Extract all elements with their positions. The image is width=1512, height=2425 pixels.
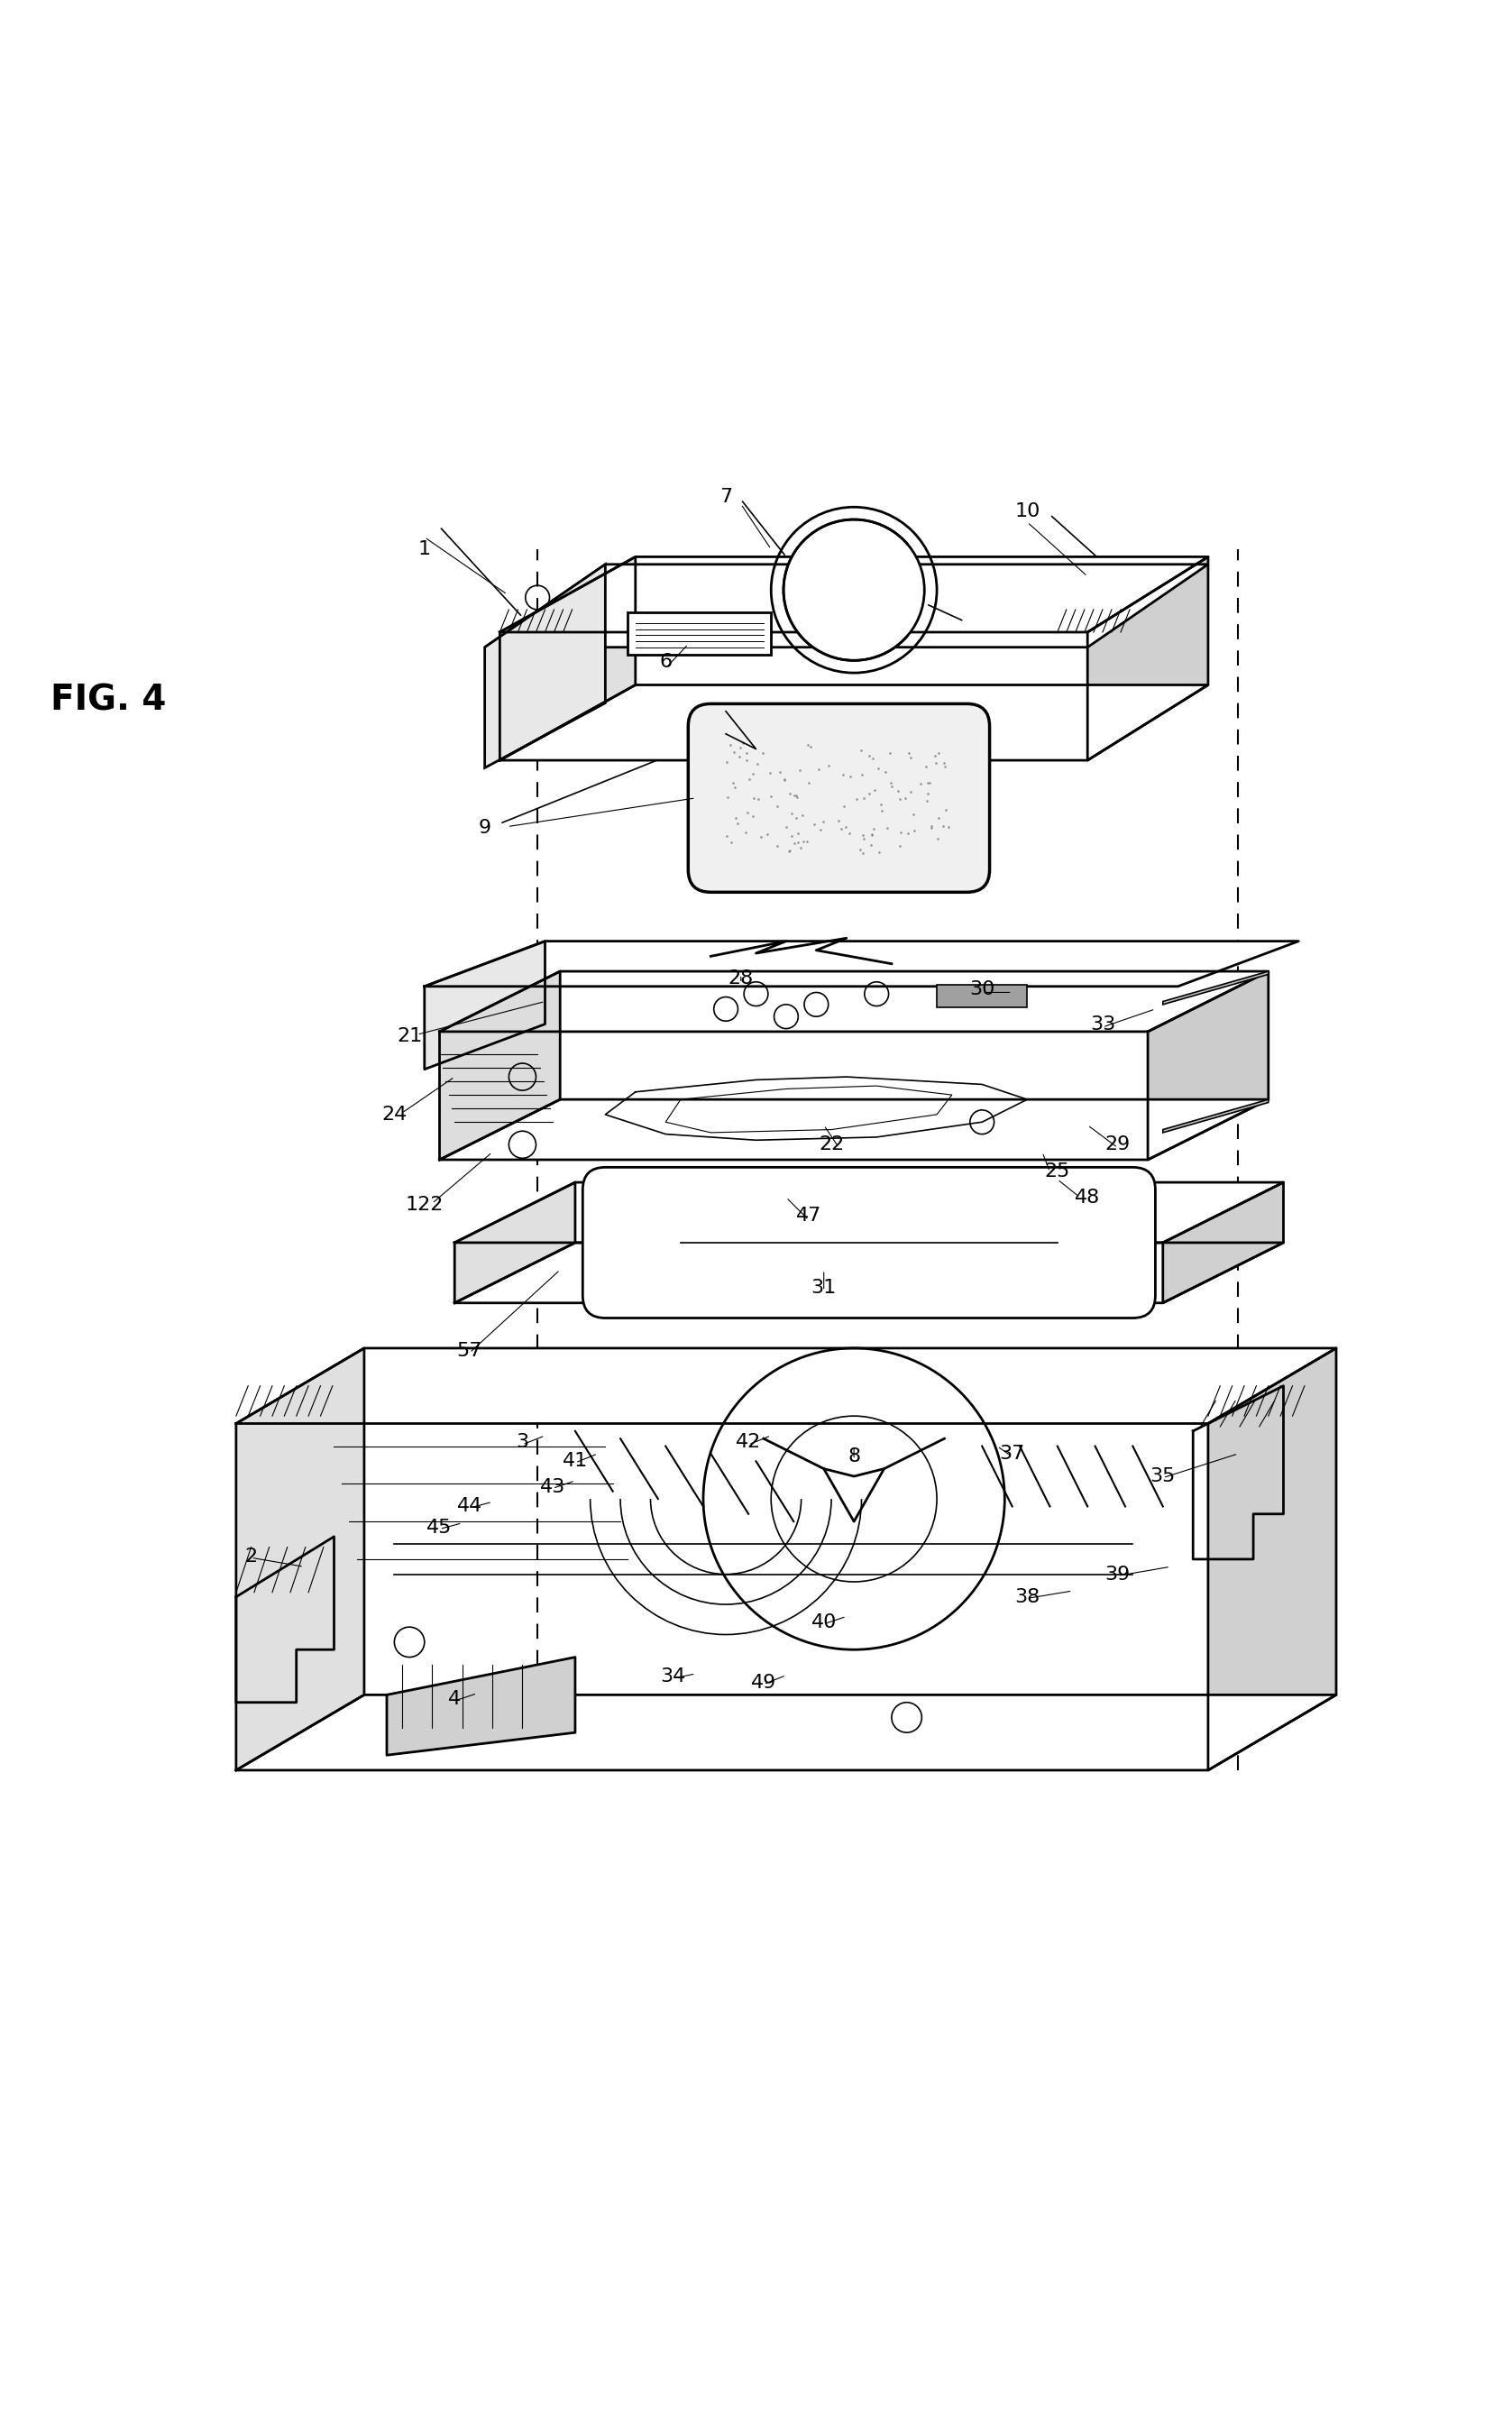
Text: 57: 57: [457, 1341, 482, 1360]
Polygon shape: [440, 1099, 1269, 1159]
Text: 41: 41: [562, 1453, 588, 1470]
Polygon shape: [387, 1656, 575, 1756]
Polygon shape: [1163, 1099, 1269, 1132]
Text: 2: 2: [245, 1547, 257, 1564]
Text: 3: 3: [516, 1433, 529, 1450]
Text: 8: 8: [848, 1448, 860, 1465]
Polygon shape: [1163, 972, 1269, 1004]
Text: 9: 9: [478, 820, 491, 837]
Text: 6: 6: [659, 652, 671, 672]
Polygon shape: [500, 558, 1208, 633]
Polygon shape: [425, 941, 1299, 987]
Text: 29: 29: [1105, 1135, 1131, 1154]
Circle shape: [783, 519, 924, 660]
Polygon shape: [1163, 1183, 1284, 1302]
Text: 4: 4: [448, 1690, 461, 1707]
Polygon shape: [485, 565, 605, 769]
Polygon shape: [1087, 558, 1208, 761]
Text: 45: 45: [426, 1518, 452, 1537]
Text: 30: 30: [969, 980, 995, 999]
Text: 28: 28: [729, 970, 753, 987]
Text: 33: 33: [1090, 1016, 1116, 1033]
Text: 34: 34: [661, 1668, 686, 1685]
Text: 21: 21: [396, 1028, 422, 1045]
Text: 10: 10: [1015, 502, 1040, 521]
Text: 122: 122: [405, 1196, 443, 1215]
Text: 35: 35: [1151, 1467, 1176, 1484]
Polygon shape: [440, 972, 559, 1159]
Text: 39: 39: [1105, 1564, 1131, 1584]
Polygon shape: [500, 684, 1208, 761]
FancyBboxPatch shape: [937, 985, 1027, 1006]
FancyBboxPatch shape: [688, 703, 989, 892]
FancyBboxPatch shape: [627, 614, 771, 655]
Text: 47: 47: [795, 1208, 821, 1225]
Polygon shape: [1148, 972, 1269, 1159]
Polygon shape: [455, 1183, 1284, 1242]
Text: 42: 42: [736, 1433, 761, 1450]
Text: 1: 1: [419, 541, 431, 558]
Text: 7: 7: [720, 487, 732, 504]
Text: 40: 40: [810, 1613, 836, 1632]
Text: 31: 31: [810, 1278, 836, 1297]
Text: 22: 22: [818, 1135, 844, 1154]
Text: FIG. 4: FIG. 4: [50, 684, 166, 718]
Text: 44: 44: [457, 1496, 482, 1516]
Text: 48: 48: [1075, 1188, 1101, 1208]
Polygon shape: [236, 1348, 364, 1770]
Text: 25: 25: [1045, 1162, 1070, 1181]
Polygon shape: [455, 1242, 1284, 1302]
Polygon shape: [236, 1695, 1337, 1770]
Text: 24: 24: [381, 1106, 407, 1123]
Text: 49: 49: [751, 1673, 776, 1693]
Polygon shape: [500, 558, 635, 761]
Polygon shape: [485, 565, 1208, 647]
Text: 43: 43: [540, 1477, 565, 1496]
Polygon shape: [425, 941, 544, 1069]
Text: 37: 37: [999, 1445, 1025, 1462]
Polygon shape: [236, 1348, 1337, 1423]
Polygon shape: [455, 1183, 575, 1302]
FancyBboxPatch shape: [582, 1166, 1155, 1319]
Polygon shape: [1208, 1348, 1337, 1770]
Text: 38: 38: [1015, 1588, 1040, 1605]
Polygon shape: [440, 972, 1269, 1031]
